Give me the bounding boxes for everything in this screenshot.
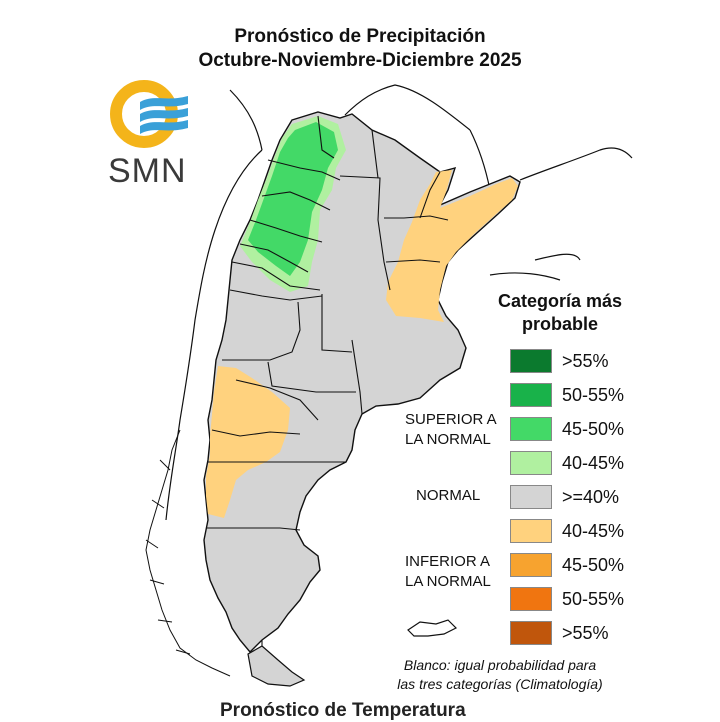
map-title: Pronóstico de Precipitación bbox=[234, 26, 486, 47]
inferior-40-45-patagonia bbox=[206, 366, 290, 518]
legend-label: 45-50% bbox=[562, 419, 625, 439]
legend-label: 50-55% bbox=[562, 589, 625, 609]
legend-swatch-superior-40-45 bbox=[510, 451, 552, 475]
legend-label: 50-55% bbox=[562, 385, 625, 405]
malvinas-islands bbox=[407, 619, 458, 637]
legend-swatch-inferior-45-50 bbox=[510, 553, 552, 577]
next-map-title-partial: Pronóstico de Temperatura bbox=[220, 700, 466, 721]
legend-swatch-superior-gt55 bbox=[510, 349, 552, 373]
superior-45-50-region bbox=[248, 122, 338, 276]
legend-swatch-superior-45-50 bbox=[510, 417, 552, 441]
legend-swatch-inferior-50-55 bbox=[510, 587, 552, 611]
inferior-40-45-northeast bbox=[386, 170, 518, 322]
climatology-note: Blanco: igual probabilidad para las tres … bbox=[397, 657, 603, 692]
neighbor-borders bbox=[165, 84, 633, 521]
chile-coastline bbox=[145, 429, 231, 677]
legend-label: >=40% bbox=[562, 487, 620, 507]
legend-swatch-inferior-gt55 bbox=[510, 621, 552, 645]
legend-title: Categoría más probable bbox=[497, 291, 623, 334]
legend-swatch-superior-50-55 bbox=[510, 383, 552, 407]
category-normal-label: NORMAL bbox=[416, 487, 481, 504]
category-inferior-label: INFERIOR A LA NORMAL bbox=[405, 553, 491, 590]
legend-label: 40-45% bbox=[562, 521, 625, 541]
category-superior-label: SUPERIOR A LA NORMAL bbox=[405, 411, 497, 448]
logo-text: SMN bbox=[108, 152, 187, 190]
smn-logo bbox=[110, 80, 188, 148]
legend-swatch-inferior-40-45 bbox=[510, 519, 552, 543]
map-subtitle: Octubre-Noviembre-Diciembre 2025 bbox=[198, 50, 522, 71]
legend-label: 40-45% bbox=[562, 453, 625, 473]
legend-label: >55% bbox=[562, 623, 609, 643]
tierra-del-fuego bbox=[247, 645, 306, 687]
legend-label: 45-50% bbox=[562, 555, 625, 575]
legend-swatch-normal bbox=[510, 485, 552, 509]
legend-label: >55% bbox=[562, 351, 609, 371]
